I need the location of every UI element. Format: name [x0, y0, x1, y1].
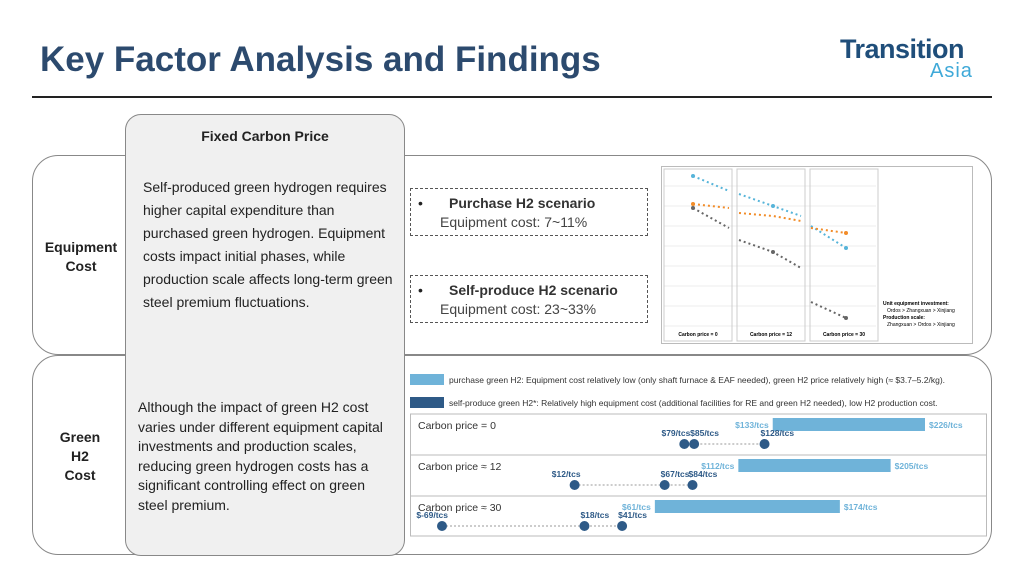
self-label: $84/tcs — [689, 469, 718, 479]
self-dot — [437, 521, 447, 531]
self-label: $67/tcs — [661, 469, 690, 479]
self-dot — [679, 439, 690, 449]
bullet: • — [418, 195, 423, 211]
purchase-label: $226/tcs — [929, 420, 963, 430]
panel-frames — [663, 168, 879, 342]
row-text: Although the impact of green H2 cost var… — [138, 399, 383, 513]
purchase-bar — [738, 459, 891, 472]
row-label: Carbon price = 0 — [418, 420, 496, 432]
self-dot — [617, 521, 628, 531]
purchase-bar — [772, 418, 925, 431]
divider — [32, 96, 992, 98]
column-panel — [125, 114, 405, 556]
trend-dots — [691, 174, 848, 320]
legend-label: self-produce green H2*: Relatively high … — [449, 398, 938, 408]
purchase-label: $61/tcs — [622, 502, 651, 512]
purchase-bar — [654, 500, 840, 513]
scenario-box — [410, 275, 648, 323]
column-header: Fixed Carbon Price — [201, 128, 329, 144]
row-label: Green H2 Cost — [59, 429, 101, 483]
range-chart: purchase green H2: Equipment cost relati… — [410, 374, 987, 537]
logo-sub: Asia — [930, 60, 973, 82]
self-label: $128/tcs — [761, 428, 795, 438]
self-dot — [579, 521, 590, 531]
note: Unit equipment investment: — [883, 301, 949, 307]
row-label: Carbon price ≈ 12 — [418, 461, 502, 473]
row-label: Equipment Cost — [44, 239, 118, 274]
note: Zhangxuan > Ordos > Xinjiang — [887, 322, 955, 328]
legend-label: purchase green H2: Equipment cost relati… — [449, 375, 945, 385]
panel-label: Carbon price = 12 — [750, 332, 792, 338]
scenario-detail: Equipment cost: 7~11% — [440, 214, 588, 230]
frame — [661, 166, 973, 344]
self-dot — [689, 439, 700, 449]
scenario-title: Purchase H2 scenario — [449, 195, 596, 211]
logo: Transition — [840, 34, 965, 64]
row-label: Carbon price ≈ 30 — [418, 502, 502, 514]
purchase-label: $112/tcs — [701, 461, 734, 471]
purchase-label: $133/tcs — [735, 420, 769, 430]
self-dot — [659, 480, 670, 490]
row-text: Self-produced green hydrogen requires hi… — [143, 179, 393, 310]
bullet: • — [418, 282, 423, 298]
panel-label: Carbon price = 30 — [823, 332, 865, 338]
grid — [664, 185, 876, 327]
self-label: $41/tcs — [618, 510, 647, 520]
scenario-detail: Equipment cost: 23~33% — [440, 301, 597, 317]
self-dot — [569, 480, 580, 490]
self-label: $79/tcs — [661, 428, 690, 438]
table-frame — [410, 413, 987, 537]
mini-chart: Carbon price = 0 Carbon price = 12 Carbo… — [661, 166, 973, 344]
panel-label: Carbon price = 0 — [678, 332, 718, 338]
self-label: $12/tcs — [552, 469, 581, 479]
purchase-label: $174/tcs — [844, 502, 878, 512]
title: Key Factor Analysis and Findings — [40, 40, 601, 79]
self-dot — [759, 439, 770, 449]
self-dot — [687, 480, 698, 490]
self-label: $-69/tcs — [416, 510, 448, 520]
self-label: $85/tcs — [690, 428, 719, 438]
scenario-title: Self-produce H2 scenario — [449, 282, 618, 298]
scenario-box — [410, 188, 648, 236]
self-label: $18/tcs — [580, 510, 609, 520]
note: Ordos > Zhangxuan > Xinjiang — [887, 308, 955, 314]
legend-swatch — [410, 374, 444, 385]
note: Production scale: — [883, 315, 925, 321]
purchase-label: $205/tcs — [895, 461, 929, 471]
legend-swatch — [410, 397, 444, 408]
